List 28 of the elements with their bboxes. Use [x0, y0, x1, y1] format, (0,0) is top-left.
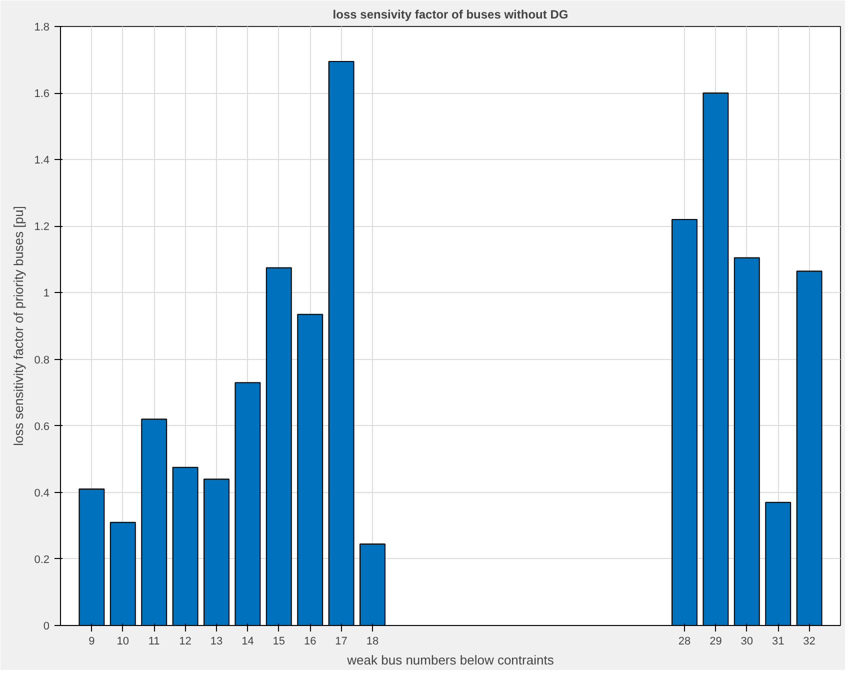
x-tick-label: 11 [148, 636, 160, 648]
y-tick-label: 1.6 [34, 88, 50, 100]
x-tick-label: 17 [335, 636, 348, 648]
x-axis-title: weak bus numbers below contraints [346, 652, 554, 668]
x-tick-label: 31 [772, 636, 784, 648]
x-tick-label: 28 [678, 636, 691, 648]
x-tick-label: 15 [272, 636, 286, 648]
x-tick-label: 32 [803, 636, 816, 648]
x-tick-label: 14 [242, 636, 254, 648]
y-tick-label: 1 [43, 288, 50, 300]
x-tick-label: 9 [88, 636, 95, 648]
x-tick-label: 29 [710, 636, 722, 648]
x-tick-label: 13 [210, 636, 223, 648]
y-tick-label: 0.8 [34, 354, 50, 366]
y-tick-label: 1.8 [34, 22, 50, 34]
x-tick-label: 18 [366, 636, 379, 648]
y-tick-label: 1.4 [34, 154, 50, 167]
x-tick-label: 10 [116, 636, 130, 648]
y-axis-title: loss sensitivity factor of priority buses [pu] [11, 206, 26, 446]
y-tick-label: 0.2 [34, 554, 50, 566]
y-tick-label: 0 [43, 620, 50, 632]
x-tick-label: 30 [740, 636, 754, 648]
y-tick-label: 0.4 [34, 487, 50, 500]
x-tick-label: 12 [179, 636, 192, 648]
y-tick-label: 0.6 [34, 420, 50, 433]
x-tick-label: 16 [304, 636, 316, 648]
y-tick-label: 1.2 [34, 221, 50, 234]
chart-title: loss sensivity factor of buses without DG [332, 8, 568, 22]
